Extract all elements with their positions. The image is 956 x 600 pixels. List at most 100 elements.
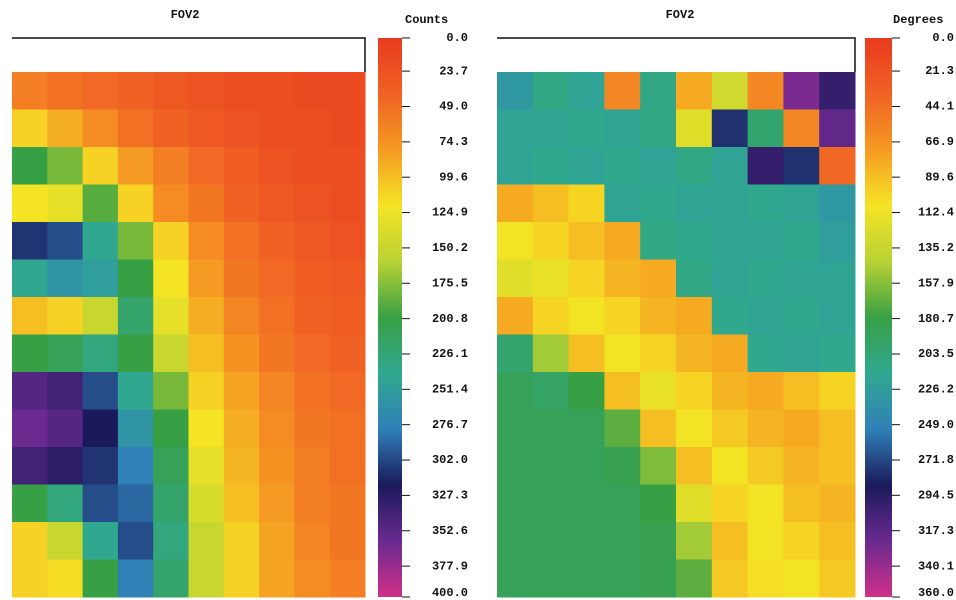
- heatmap-cell: [329, 559, 366, 598]
- heatmap-cell: [568, 334, 605, 373]
- heatmap-cell: [188, 72, 225, 110]
- heatmap-cell: [47, 184, 84, 223]
- colorbar-tick-label: 135.2: [918, 241, 954, 255]
- heatmap-cell: [153, 334, 189, 373]
- heatmap-cell: [568, 372, 605, 410]
- heatmap-cell: [82, 297, 119, 335]
- heatmap-cell: [294, 109, 331, 148]
- heatmap-cell: [640, 259, 677, 298]
- heatmap-cell: [747, 559, 784, 598]
- heatmap-cell: [497, 559, 534, 598]
- heatmap-cell: [747, 109, 784, 148]
- heatmap-cell: [294, 522, 331, 560]
- colorbar-tick-label: 89.6: [925, 170, 954, 184]
- heatmap-cell: [259, 147, 295, 185]
- heatmap-cell: [223, 109, 260, 148]
- colorbar-label: Counts: [405, 13, 448, 27]
- heatmap-cell: [82, 259, 119, 298]
- colorbar-tick-label: 226.1: [432, 347, 468, 361]
- heatmap-cell: [188, 409, 225, 448]
- heatmap-cell: [259, 72, 295, 110]
- heatmap-cell: [747, 184, 784, 223]
- colorbar-tick-label: 302.0: [432, 453, 468, 467]
- heatmap-cell: [223, 372, 260, 410]
- colorbar-tick-label: 21.3: [925, 64, 954, 78]
- heatmap-cell: [117, 72, 154, 110]
- colorbar-tick-label: 74.3: [439, 135, 468, 149]
- colorbar-tick-label: 203.5: [918, 347, 954, 361]
- colorbar-tick-label: 150.2: [432, 241, 468, 255]
- heatmap-cell: [294, 147, 331, 185]
- heatmap-cell: [568, 222, 605, 260]
- heatmap-cell: [259, 109, 295, 148]
- heatmap-cell: [223, 184, 260, 223]
- heatmap-cell: [819, 334, 856, 373]
- heatmap-cell: [12, 334, 48, 373]
- heatmap-cell: [294, 72, 331, 110]
- heatmap-cell: [259, 259, 295, 298]
- heatmap-cell: [117, 297, 154, 335]
- heatmap-cell: [604, 522, 641, 560]
- heatmap-cell: [294, 559, 331, 598]
- heatmap-cell: [12, 522, 48, 560]
- heatmap-cell: [117, 372, 154, 410]
- heatmap-cell: [497, 109, 534, 148]
- heatmap-cell: [640, 334, 677, 373]
- heatmap-cell: [819, 522, 856, 560]
- frame: [497, 37, 856, 72]
- heatmap-cell: [711, 184, 749, 223]
- heatmap-cell: [223, 409, 260, 448]
- heatmap-cell: [12, 109, 48, 148]
- heatmap-cell: [497, 372, 534, 410]
- heatmap-cell: [188, 184, 225, 223]
- heatmap-cell: [117, 447, 154, 485]
- heatmap-cell: [117, 559, 154, 598]
- heatmap-cell: [676, 559, 713, 598]
- heatmap-cell: [497, 297, 534, 335]
- heatmap-cell: [259, 334, 295, 373]
- heatmap-cell: [329, 109, 366, 148]
- heatmap-cell: [532, 372, 570, 410]
- heatmap-cell: [604, 334, 641, 373]
- heatmap-cell: [47, 372, 84, 410]
- heatmap-cell: [783, 559, 820, 598]
- colorbar-tick-label: 226.2: [918, 382, 954, 396]
- heatmap-cell: [259, 222, 295, 260]
- heatmap-cell: [329, 447, 366, 485]
- heatmap-cell: [640, 372, 677, 410]
- heatmap-cell: [82, 147, 119, 185]
- colorbar-tick-label: 276.7: [432, 418, 468, 432]
- colorbar-tick-label: 66.9: [925, 135, 954, 149]
- heatmap-cell: [568, 72, 605, 110]
- colorbar-tick-label: 327.3: [432, 489, 468, 503]
- heatmap-cell: [532, 522, 570, 560]
- heatmap-cell: [294, 334, 331, 373]
- heatmap-cell: [153, 297, 189, 335]
- heatmap-cell: [329, 409, 366, 448]
- heatmap-cell: [223, 559, 260, 598]
- heatmap-cell: [497, 409, 534, 448]
- heatmap-cell: [532, 409, 570, 448]
- heatmap-cell: [568, 447, 605, 485]
- heatmap-cell: [783, 409, 820, 448]
- heatmap-cell: [819, 147, 856, 185]
- heatmap-cell: [47, 222, 84, 260]
- heatmap-cell: [259, 522, 295, 560]
- heatmap-cell: [783, 184, 820, 223]
- heatmap-cell: [82, 447, 119, 485]
- heatmap-cell: [153, 184, 189, 223]
- heatmap-cell: [153, 72, 189, 110]
- heatmap-cell: [676, 522, 713, 560]
- heatmap-cell: [747, 447, 784, 485]
- heatmap-cell: [819, 484, 856, 523]
- heatmap-cell: [604, 184, 641, 223]
- heatmap-cell: [188, 147, 225, 185]
- heatmap-cell: [640, 297, 677, 335]
- heatmap-cell: [497, 184, 534, 223]
- heatmap-cell: [711, 259, 749, 298]
- heatmap-cell: [640, 409, 677, 448]
- heatmap-cell: [676, 484, 713, 523]
- heatmap-cell: [640, 109, 677, 148]
- heatmap-cell: [12, 72, 48, 110]
- heatmap-cell: [604, 147, 641, 185]
